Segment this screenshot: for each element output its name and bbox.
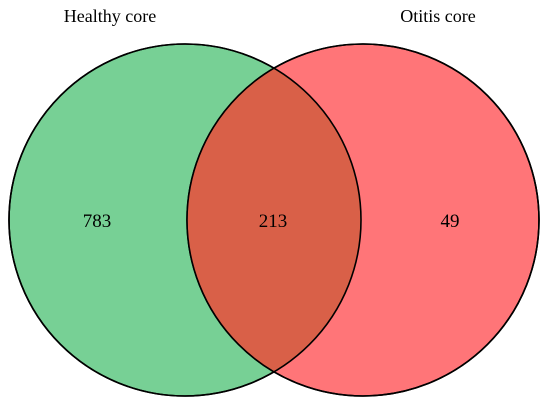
intersection-count: 213 xyxy=(259,211,288,232)
otitis-only-count: 49 xyxy=(441,211,460,232)
intersection-region xyxy=(187,44,361,396)
healthy-core-outline xyxy=(8,43,362,397)
otitis-core-title: Otitis core xyxy=(400,6,475,26)
healthy-only-count: 783 xyxy=(83,211,112,232)
otitis-core-outline xyxy=(186,43,540,397)
healthy-core-title: Healthy core xyxy=(64,6,156,26)
